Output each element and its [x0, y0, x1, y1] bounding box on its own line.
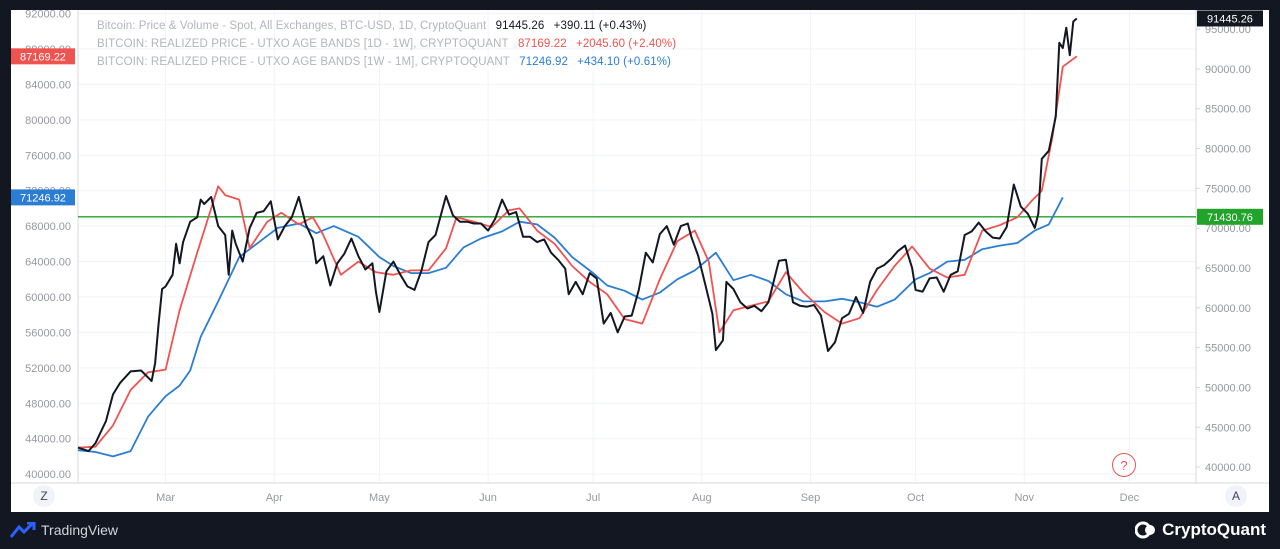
left-tick-label: 60000.00 — [25, 292, 71, 304]
legend-band-1w1m-change: +434.10 (+0.61%) — [577, 56, 671, 68]
legend-price-name: Bitcoin: Price & Volume - Spot, All Exch… — [97, 20, 487, 32]
left-tick-label: 92000.00 — [25, 10, 71, 21]
legend-band-1d1w-name: BITCOIN: REALIZED PRICE - UTXO AGE BANDS… — [97, 38, 509, 50]
legend-row-band-1w1m: BITCOIN: REALIZED PRICE - UTXO AGE BANDS… — [97, 56, 677, 68]
left-blue-badge-text: 71246.92 — [20, 192, 66, 204]
tradingview-logo-icon — [10, 522, 36, 538]
price-chart[interactable]: 92000.0088000.0084000.0080000.0076000.00… — [11, 9, 1269, 512]
left-tick-label: 76000.00 — [25, 150, 71, 162]
axis-badges: 87169.22 71246.92 91445.26 71430.76 — [11, 10, 1263, 225]
right-tick-label: 85000.00 — [1205, 104, 1251, 116]
x-axis-labels: Mar Apr May Jun Jul Aug Sep Oct Nov Dec — [156, 492, 1140, 504]
cryptoquant-logo-icon — [1135, 521, 1156, 539]
legend-band-1d1w-value: 87169.22 — [517, 38, 567, 50]
cryptoquant-label: CryptoQuant — [1162, 520, 1266, 539]
x-tick-label: Dec — [1120, 492, 1140, 504]
footer-bar: TradingView CryptoQuant — [0, 512, 1280, 549]
x-tick-label: Sep — [801, 492, 821, 504]
x-tick-label: Apr — [266, 492, 283, 504]
x-tick-label: May — [369, 492, 390, 504]
right-tick-label: 65000.00 — [1205, 263, 1251, 275]
right-tick-label: 60000.00 — [1205, 303, 1251, 315]
x-tick-label: Jul — [586, 492, 600, 504]
left-tick-label: 68000.00 — [25, 221, 71, 233]
legend-price-value: 91445.26 — [495, 20, 545, 32]
legend-row-band-1d1w: BITCOIN: REALIZED PRICE - UTXO AGE BANDS… — [97, 38, 682, 50]
left-tick-label: 40000.00 — [25, 469, 71, 481]
right-tick-label: 75000.00 — [1205, 183, 1251, 195]
right-price-badge-text: 91445.26 — [1207, 13, 1253, 25]
band-1w-1m-series-line — [77, 196, 1064, 458]
legend-row-price: Bitcoin: Price & Volume - Spot, All Exch… — [97, 20, 653, 32]
right-tick-label: 55000.00 — [1205, 343, 1251, 355]
right-tick-label: 70000.00 — [1205, 223, 1251, 235]
left-tick-label: 52000.00 — [25, 363, 71, 375]
x-tick-label: Oct — [907, 492, 924, 504]
left-tick-label: 48000.00 — [25, 398, 71, 410]
left-red-badge-text: 87169.22 — [20, 51, 66, 63]
left-red-badge-box — [11, 48, 75, 65]
right-tick-label: 95000.00 — [1205, 24, 1251, 36]
legend-band-1w1m-name: BITCOIN: REALIZED PRICE - UTXO AGE BANDS… — [97, 56, 510, 68]
tradingview-label: TradingView — [41, 522, 119, 538]
series-lines — [77, 17, 1078, 458]
right-tick-label: 40000.00 — [1205, 462, 1251, 474]
x-tick-label: Nov — [1014, 492, 1034, 504]
right-level-badge-text: 71430.76 — [1207, 212, 1253, 224]
right-tick-label: 80000.00 — [1205, 144, 1251, 156]
left-tick-label: 44000.00 — [25, 434, 71, 446]
legend-band-1d1w-change: +2045.60 (+2.40%) — [576, 38, 677, 50]
auto-scale-right-button[interactable]: A — [1225, 485, 1247, 507]
right-axis-ticks: 95000.00 90000.00 85000.00 80000.00 75000.00… — [1196, 24, 1251, 474]
legend-band-1w1m-value: 71246.92 — [519, 56, 568, 68]
left-tick-label: 64000.00 — [25, 257, 71, 269]
grid-lines — [78, 10, 1196, 483]
left-blue-badge-box — [11, 189, 75, 206]
help-button[interactable]: ? — [1112, 453, 1136, 477]
right-tick-label: 90000.00 — [1205, 64, 1251, 76]
x-tick-label: Mar — [156, 492, 175, 504]
cryptoquant-brand[interactable]: CryptoQuant — [1135, 520, 1266, 540]
right-tick-label: 50000.00 — [1205, 382, 1251, 394]
x-tick-label: Aug — [692, 492, 712, 504]
tradingview-brand[interactable]: TradingView — [10, 522, 118, 538]
band-1d-1w-series-line — [77, 55, 1078, 449]
legend-price-change: +390.11 (+0.43%) — [553, 20, 647, 32]
right-price-badge-box — [1197, 10, 1263, 27]
left-tick-label: 84000.00 — [25, 79, 71, 91]
price-series-line — [77, 17, 1078, 453]
right-level-badge-box — [1197, 208, 1263, 225]
left-tick-label: 80000.00 — [25, 115, 71, 127]
chart-panel[interactable]: 92000.0088000.0084000.0080000.0076000.00… — [11, 9, 1269, 512]
x-tick-label: Jun — [479, 492, 497, 504]
auto-scale-left-button[interactable]: Z — [33, 485, 55, 507]
right-tick-label: 45000.00 — [1205, 422, 1251, 434]
left-tick-label: 56000.00 — [25, 327, 71, 339]
